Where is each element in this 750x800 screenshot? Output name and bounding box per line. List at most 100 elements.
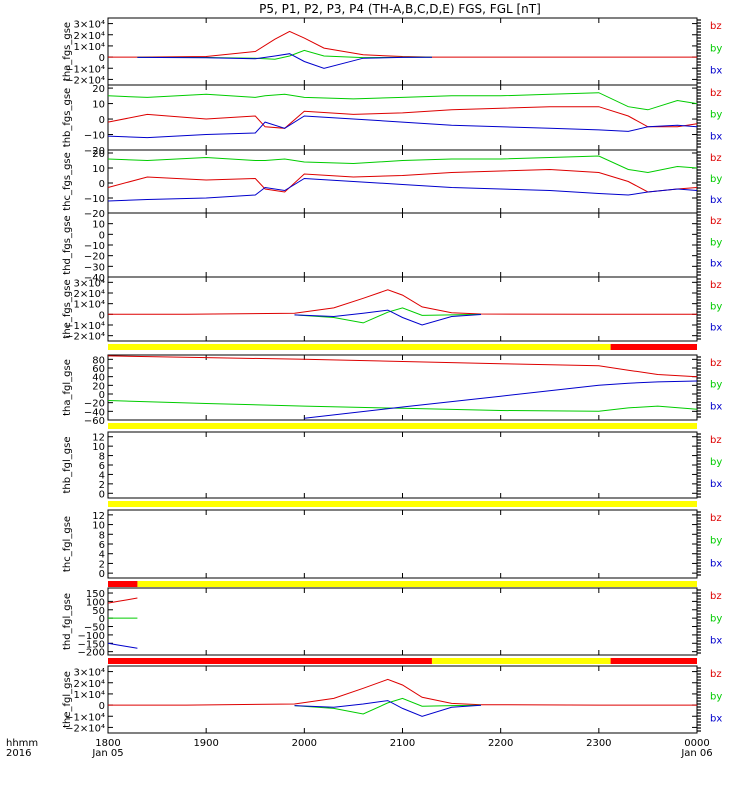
legend-by: by [710, 380, 722, 391]
y-tick-label: 10 [92, 164, 105, 175]
y-axis-label: the_fgs_gse [62, 279, 73, 338]
series-bx-line [107, 642, 138, 649]
y-tick-label: −2×10⁴ [65, 723, 105, 734]
y-tick-label: 100 [86, 597, 105, 608]
y-tick-label: 0 [99, 310, 105, 321]
y-tick-label: 80 [92, 355, 105, 366]
legend-bx: bx [710, 259, 722, 270]
y-tick-label: 1×10⁴ [74, 300, 105, 311]
y-axis-label: thb_fgs_gse [62, 88, 73, 147]
y-tick-label: −10 [84, 194, 105, 205]
legend-bz: bz [710, 435, 722, 446]
y-tick-label: 4 [99, 550, 105, 561]
legend-bz: bz [710, 591, 722, 602]
status-bar-yellow [431, 658, 611, 664]
x-tick-label: 2100 [390, 738, 415, 749]
x-axis-row-label-year: 2016 [6, 748, 31, 759]
y-tick-label: 6 [99, 461, 105, 472]
legend-bz: bz [710, 669, 722, 680]
panel-frame [107, 212, 698, 278]
y-tick-label: 3×10⁴ [74, 20, 105, 31]
series-by-line [107, 155, 698, 174]
legend-bx: bx [710, 558, 722, 569]
y-tick-label: 20 [92, 84, 105, 95]
x-tick-label: 2200 [488, 738, 513, 749]
status-bar-red [108, 581, 138, 587]
legend-bx: bx [710, 66, 722, 77]
panel-thb-fgs-gse: 20 10 0 −10 −20 thb_fgs_gse bz by bx [62, 84, 722, 157]
y-tick-label: −20 [84, 209, 105, 220]
status-bar-red [108, 658, 432, 664]
y-tick-label: −40 [84, 407, 105, 418]
status-bar-red [610, 344, 697, 350]
y-tick-label: 0 [99, 53, 105, 64]
panel-thc-fgs-gse: 20 10 0 −10 −20 thc_fgs_gse bz by bx [62, 149, 722, 220]
status-bar-yellow [108, 501, 697, 507]
y-tick-label: 10 [92, 521, 105, 532]
series-bz-line [108, 30, 697, 58]
y-tick-label: 0 [99, 390, 105, 401]
legend-by: by [710, 536, 722, 547]
series-bz-line [107, 597, 138, 604]
series-bx-line [107, 115, 698, 139]
y-tick-label: −1×10⁴ [65, 64, 105, 75]
panel-frame [107, 149, 698, 214]
x-tick-label: 2300 [586, 738, 611, 749]
y-axis-label: tha_fgl_gse [62, 359, 73, 416]
y-axis-label: thd_fgl_gse [62, 593, 73, 650]
series-bz-line [107, 106, 698, 129]
series-bx-line [294, 309, 482, 326]
y-tick-label: 1×10⁴ [74, 690, 105, 701]
legend-bz: bz [710, 153, 722, 164]
y-tick-label: −100 [78, 631, 105, 642]
y-axis-label: tha_fgs_gse [62, 22, 73, 81]
y-tick-label: −20 [84, 146, 105, 157]
legend-bx: bx [710, 131, 722, 142]
y-tick-label: 3×10⁴ [74, 278, 105, 289]
legend-bx: bx [710, 401, 722, 412]
panel-frame [107, 276, 698, 342]
series-bz-line [107, 355, 698, 378]
y-tick-label: 2×10⁴ [74, 289, 105, 300]
y-axis-label: the_fgl_gse [62, 671, 73, 728]
y-tick-label: −1×10⁴ [65, 321, 105, 332]
series-bz-line [107, 168, 698, 193]
legend-bz: bz [710, 216, 722, 227]
y-tick-label: 2 [99, 480, 105, 491]
y-tick-label: 40 [92, 373, 105, 384]
plot-title: P5, P1, P2, P3, P4 (TH-A,B,C,D,E) FGS, F… [259, 2, 541, 16]
legend-by: by [710, 174, 722, 185]
legend-by: by [710, 237, 722, 248]
panel-frame [107, 509, 698, 579]
y-tick-label: −10 [84, 131, 105, 142]
legend-bx: bx [710, 714, 722, 725]
legend-bz: bz [710, 88, 722, 99]
y-tick-label: 10 [92, 442, 105, 453]
x-tick-label: 1900 [193, 738, 218, 749]
y-tick-label: −1×10⁴ [65, 712, 105, 723]
y-tick-label: 20 [92, 149, 105, 160]
y-tick-label: 8 [99, 530, 105, 541]
y-tick-label: 2×10⁴ [74, 679, 105, 690]
series-by-line [294, 697, 482, 715]
legend-bx: bx [710, 195, 722, 206]
y-tick-label: 6 [99, 540, 105, 551]
legend-bz: bz [710, 280, 722, 291]
legend-bx: bx [710, 323, 722, 334]
y-axis-label: thc_fgs_gse [62, 152, 73, 211]
status-bar-yellow [137, 581, 697, 587]
y-tick-label: 10 [92, 100, 105, 111]
y-tick-label: 2 [99, 559, 105, 570]
legend-by: by [710, 691, 722, 702]
y-tick-label: 2×10⁴ [74, 31, 105, 42]
status-bar-yellow [108, 423, 697, 429]
y-tick-label: 0 [99, 569, 105, 580]
legend-bz: bz [710, 358, 722, 369]
legend-bx: bx [710, 479, 722, 490]
series-bx-line [107, 177, 698, 202]
